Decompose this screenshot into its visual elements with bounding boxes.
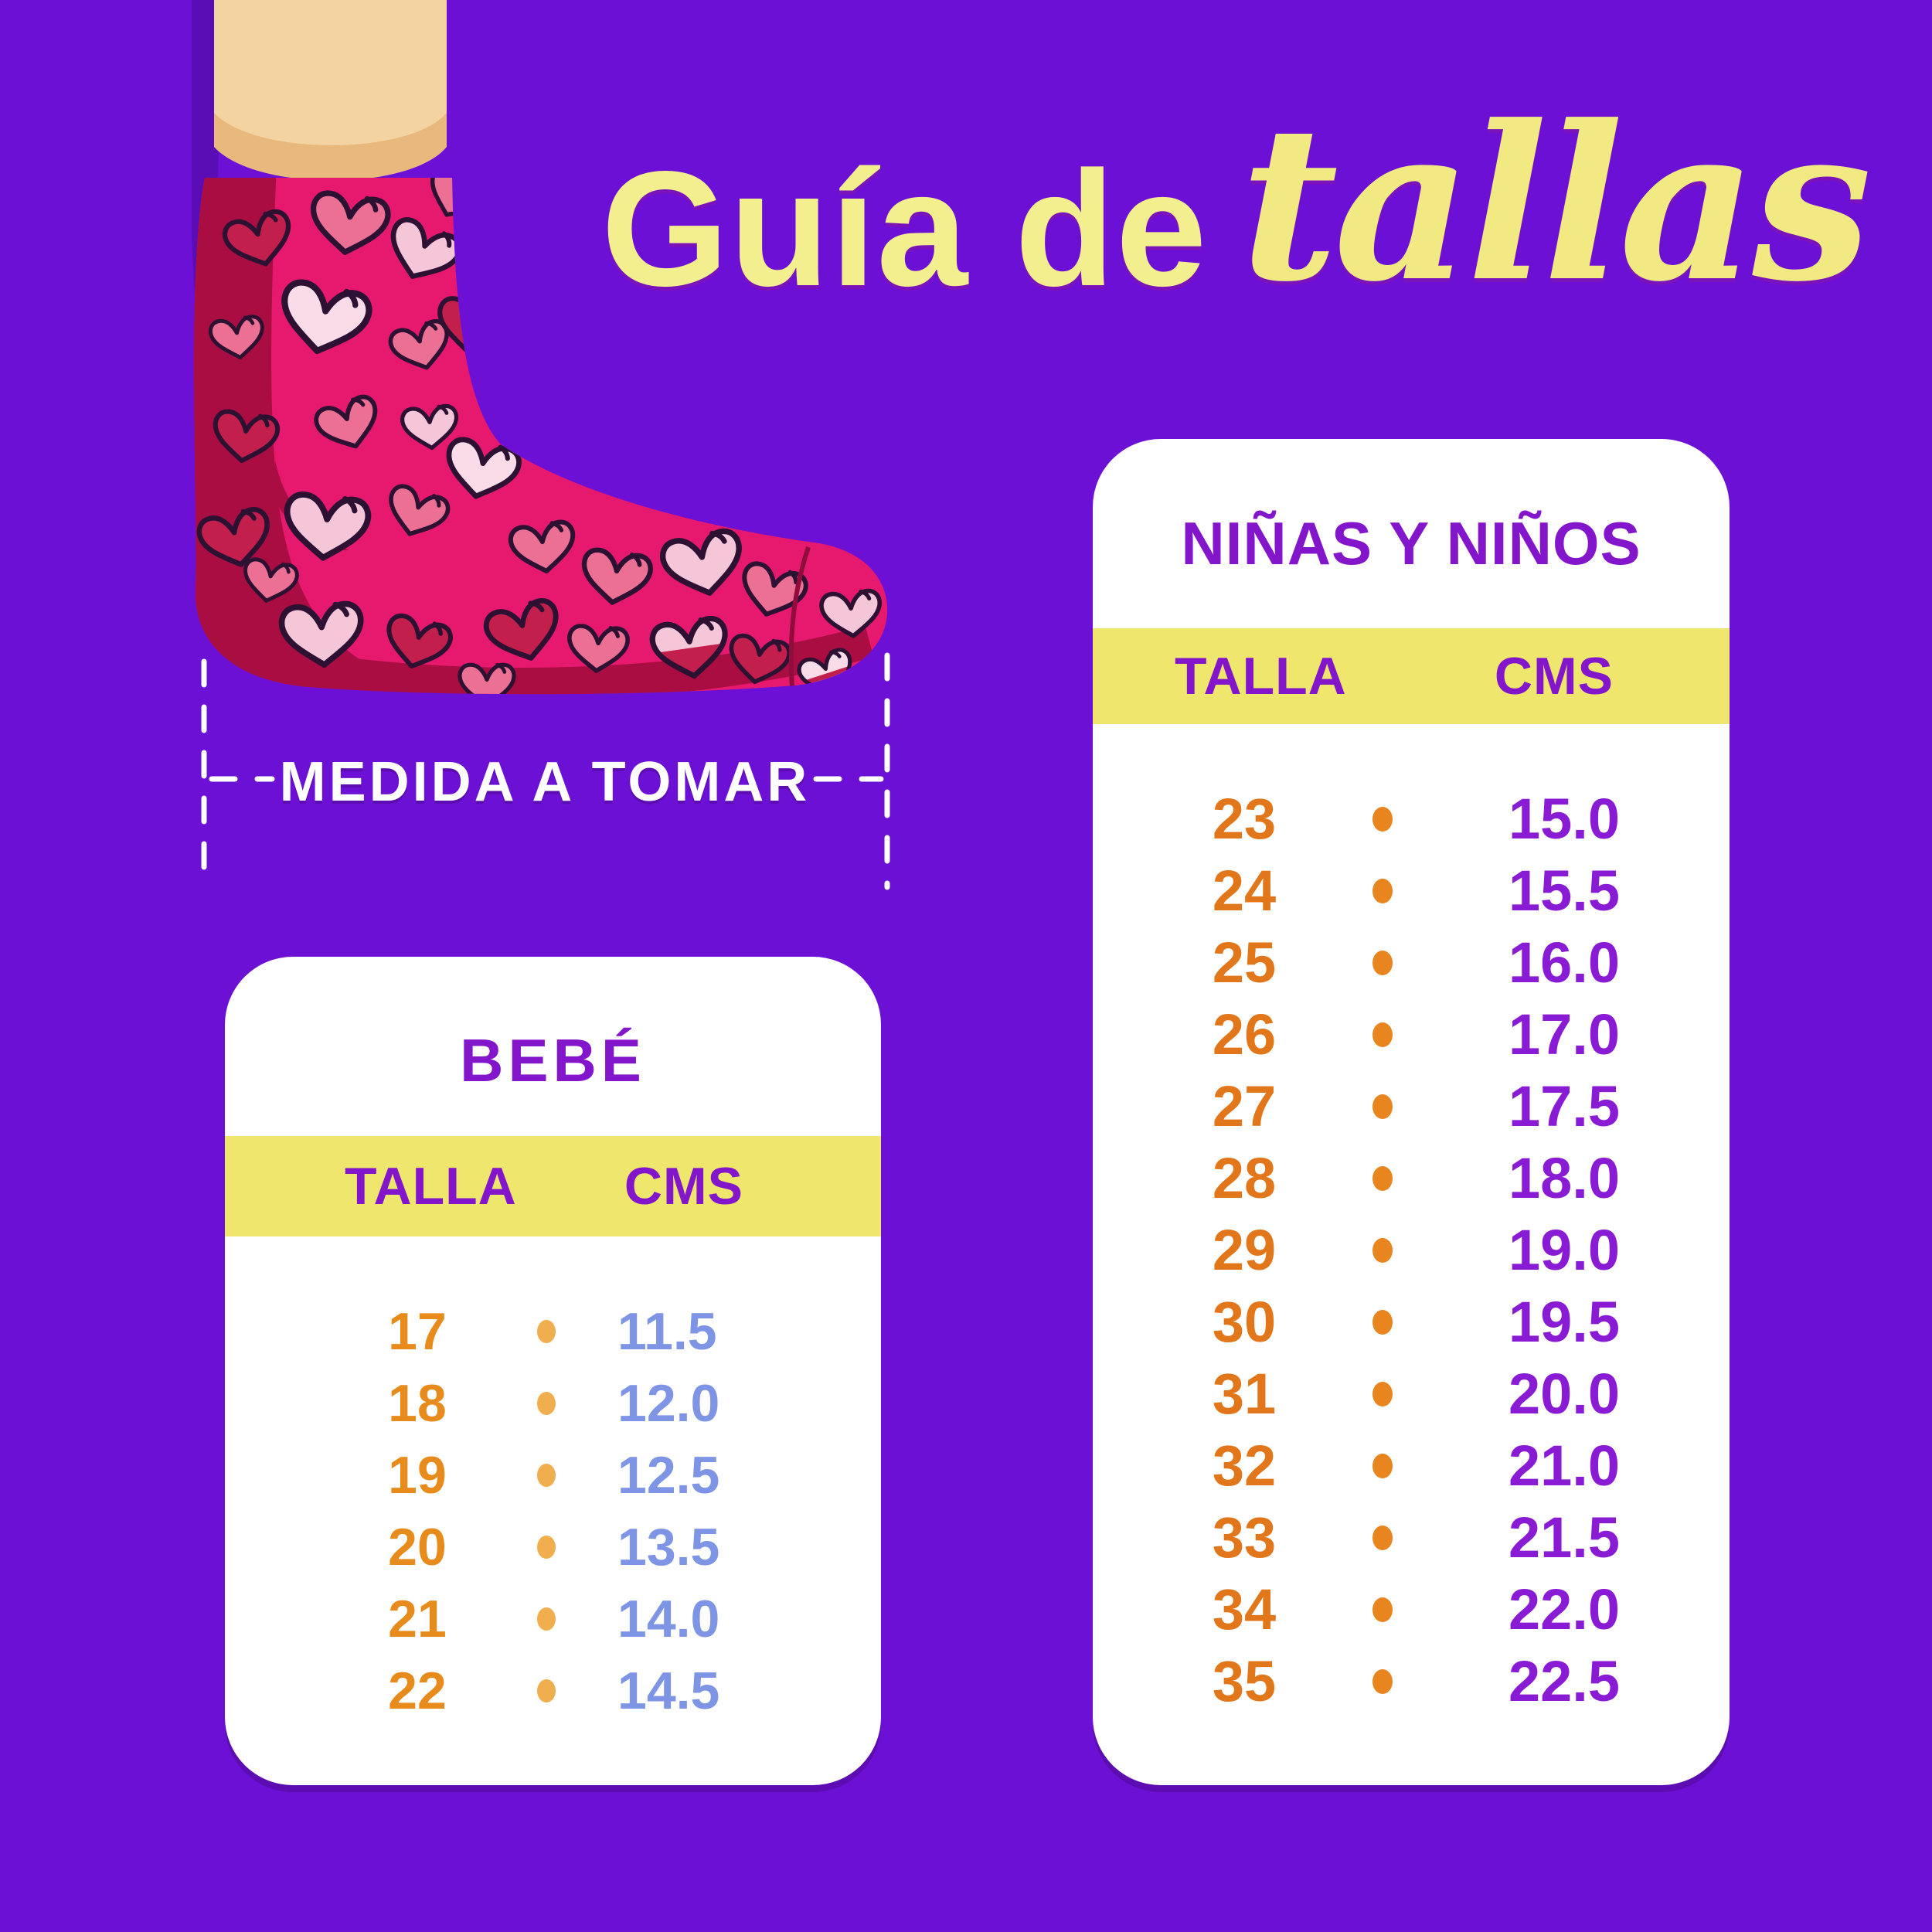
table-row: 21 14.0 (225, 1583, 881, 1655)
card-bebe: BEBÉ TALLA CMS 17 11.5 18 12.0 19 12.5 2… (225, 957, 881, 1785)
table-row: 19 12.5 (225, 1439, 881, 1511)
size-value: 34 (1212, 1577, 1277, 1641)
size-value: 32 (1212, 1433, 1277, 1498)
table-row: 28 18.0 (1093, 1142, 1730, 1214)
bullet-dot-icon (537, 1679, 556, 1702)
cms-value: 11.5 (617, 1301, 717, 1361)
table-row: 30 19.5 (1093, 1286, 1730, 1358)
leg-skin (214, 0, 447, 181)
measurement-label: MEDIDA A TOMAR (279, 751, 811, 813)
size-value: 19 (388, 1445, 447, 1505)
table-row: 26 17.0 (1093, 998, 1730, 1070)
cms-value: 22.0 (1509, 1577, 1621, 1641)
cms-value: 14.5 (617, 1661, 720, 1720)
table-row: 31 20.0 (1093, 1358, 1730, 1430)
card-bebe-rows: 17 11.5 18 12.0 19 12.5 20 13.5 21 (225, 1295, 881, 1726)
size-value: 30 (1212, 1289, 1277, 1354)
card-bebe-title: BEBÉ (460, 1026, 646, 1094)
cms-value: 17.0 (1509, 1002, 1621, 1066)
size-value: 31 (1212, 1361, 1277, 1426)
table-row: 20 13.5 (225, 1511, 881, 1583)
cms-value: 18.0 (1509, 1145, 1621, 1210)
card-kids-rows: 23 15.0 24 15.5 25 16.0 26 17.0 27 (1093, 783, 1730, 1717)
table-row: 33 21.5 (1093, 1502, 1730, 1573)
size-value: 24 (1212, 858, 1277, 923)
size-value: 25 (1212, 930, 1277, 995)
bullet-dot-icon (537, 1463, 556, 1487)
table-row: 18 12.0 (225, 1367, 881, 1439)
bullet-dot-icon (1372, 950, 1393, 975)
bullet-dot-icon (537, 1319, 556, 1343)
table-row: 32 21.0 (1093, 1430, 1730, 1502)
cms-value: 21.5 (1509, 1505, 1621, 1570)
bullet-dot-icon (1372, 1668, 1393, 1694)
table-row: 29 19.0 (1093, 1214, 1730, 1286)
page-title: Guía de (601, 137, 1208, 320)
size-value: 29 (1212, 1217, 1277, 1282)
cms-value: 19.5 (1509, 1289, 1621, 1354)
table-row: 23 15.0 (1093, 783, 1730, 855)
table-row: 24 15.5 (1093, 855, 1730, 927)
table-row: 27 17.5 (1093, 1070, 1730, 1142)
table-row: 17 11.5 (225, 1295, 881, 1367)
table-row: 22 14.5 (225, 1655, 881, 1726)
bullet-dot-icon (537, 1607, 556, 1631)
column-header-talla: TALLA (345, 1157, 517, 1216)
cms-value: 20.0 (1509, 1361, 1621, 1426)
card-kids-title: NIÑAS Y NIÑOS (1181, 509, 1641, 577)
sock-illustration (192, 0, 890, 890)
size-value: 33 (1212, 1505, 1277, 1570)
column-header-talla: TALLA (1175, 647, 1347, 706)
bullet-dot-icon (537, 1391, 556, 1415)
card-kids: NIÑAS Y NIÑOS TALLA CMS 23 15.0 24 15.5 … (1093, 439, 1730, 1785)
bullet-dot-icon (1372, 1094, 1393, 1119)
bullet-dot-icon (1372, 1597, 1393, 1622)
bullet-dot-icon (1372, 1525, 1393, 1550)
bullet-dot-icon (1372, 1453, 1393, 1478)
bullet-dot-icon (1372, 806, 1393, 832)
size-value: 23 (1212, 786, 1277, 851)
size-value: 35 (1212, 1648, 1277, 1713)
size-value: 27 (1212, 1073, 1277, 1138)
cms-value: 12.0 (617, 1373, 720, 1433)
bullet-dot-icon (1372, 1165, 1393, 1191)
cms-value: 16.0 (1509, 930, 1621, 995)
cms-value: 22.5 (1509, 1648, 1621, 1713)
cms-value: 21.0 (1509, 1433, 1621, 1498)
size-value: 20 (388, 1517, 447, 1577)
table-row: 25 16.0 (1093, 927, 1730, 998)
cms-value: 14.0 (617, 1589, 720, 1648)
measurement-dashes (201, 652, 890, 890)
card-kids-column-header: TALLA CMS (1093, 628, 1730, 724)
cms-value: 12.5 (617, 1445, 720, 1505)
leg-skin-shadow (214, 113, 447, 181)
bullet-dot-icon (1372, 1237, 1393, 1263)
bullet-dot-icon (1372, 878, 1393, 903)
page-title-script: tallas (1240, 79, 1872, 328)
bullet-dot-icon (1372, 1022, 1393, 1047)
size-value: 17 (388, 1301, 447, 1361)
bullet-dot-icon (1372, 1309, 1393, 1335)
column-header-cms: CMS (624, 1157, 743, 1216)
toe-seam-line (788, 546, 811, 695)
table-row: 34 22.0 (1093, 1573, 1730, 1645)
cms-value: 15.0 (1509, 786, 1621, 851)
size-value: 18 (388, 1373, 447, 1433)
card-bebe-column-header: TALLA CMS (225, 1136, 881, 1236)
sock-shading-and-hearts (193, 178, 883, 695)
cms-value: 13.5 (617, 1517, 720, 1577)
cms-value: 19.0 (1509, 1217, 1621, 1282)
size-value: 26 (1212, 1002, 1277, 1066)
bullet-dot-icon (537, 1535, 556, 1559)
cms-value: 17.5 (1509, 1073, 1621, 1138)
size-value: 28 (1212, 1145, 1277, 1210)
cms-value: 15.5 (1509, 858, 1621, 923)
size-value: 22 (388, 1661, 447, 1720)
size-value: 21 (388, 1589, 447, 1648)
bullet-dot-icon (1372, 1381, 1393, 1406)
table-row: 35 22.5 (1093, 1645, 1730, 1717)
column-header-cms: CMS (1494, 647, 1614, 706)
